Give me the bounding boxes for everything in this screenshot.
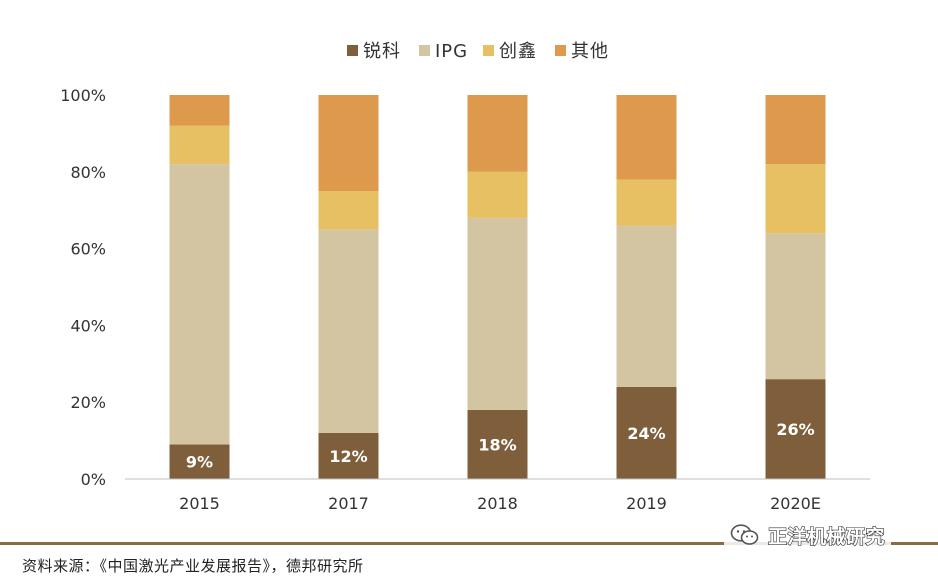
x-tick-label: 2019	[626, 494, 667, 513]
legend-swatch	[347, 45, 358, 56]
x-tick-label: 2017	[328, 494, 369, 513]
x-tick-label: 2020E	[770, 494, 821, 513]
y-tick-label: 0%	[81, 470, 106, 489]
bar-segment	[169, 444, 230, 479]
bar-segment	[616, 179, 677, 226]
bar-segment	[467, 217, 528, 410]
bar-segment	[169, 125, 230, 165]
source-note: 资料来源：《中国激光产业发展报告》，德邦研究所	[22, 557, 364, 575]
x-tick-label: 2015	[179, 494, 220, 513]
data-label: 26%	[776, 420, 814, 439]
y-tick-label: 80%	[70, 163, 106, 182]
legend-label: 锐科	[363, 41, 401, 62]
bar-segment	[318, 95, 379, 191]
bar-segment	[169, 95, 230, 126]
bar-segment	[616, 386, 677, 479]
bar-segment	[467, 409, 528, 479]
bar-segment	[318, 432, 379, 479]
bar-segment	[616, 225, 677, 387]
legend-swatch	[555, 45, 566, 56]
y-tick-label: 100%	[60, 86, 106, 105]
bar-segment	[765, 379, 826, 479]
bar-segment	[467, 95, 528, 172]
legend-label: 其他	[571, 41, 609, 62]
legend-label: 创鑫	[499, 41, 537, 62]
y-tick-label: 20%	[70, 393, 106, 412]
legend-label: IPG	[435, 41, 468, 62]
data-label: 12%	[329, 447, 367, 466]
legend-swatch	[419, 45, 430, 56]
x-tick-label: 2018	[477, 494, 518, 513]
y-tick-label: 40%	[70, 316, 106, 335]
data-label: 24%	[627, 424, 665, 443]
chart: 0% 20% 40% 60% 80% 100% 9% 2015 12% 2017 18% 2018 24…	[60, 41, 870, 513]
bar-segment	[765, 95, 826, 165]
bar-segment	[616, 95, 677, 180]
wechat-icon	[730, 524, 759, 545]
bar-segment	[318, 229, 379, 433]
bar-segment	[765, 233, 826, 380]
bar-segment	[318, 191, 379, 230]
legend-swatch	[483, 45, 494, 56]
bar-segment	[467, 171, 528, 218]
watermark-text: 正洋机械研究	[767, 525, 886, 548]
footer-divider	[0, 542, 938, 545]
bar-segment	[765, 164, 826, 234]
watermark: 正洋机械研究	[724, 520, 892, 550]
y-tick-label: 60%	[70, 240, 106, 259]
data-label: 9%	[186, 453, 213, 472]
data-label: 18%	[478, 435, 516, 454]
bar-segment	[169, 164, 230, 445]
